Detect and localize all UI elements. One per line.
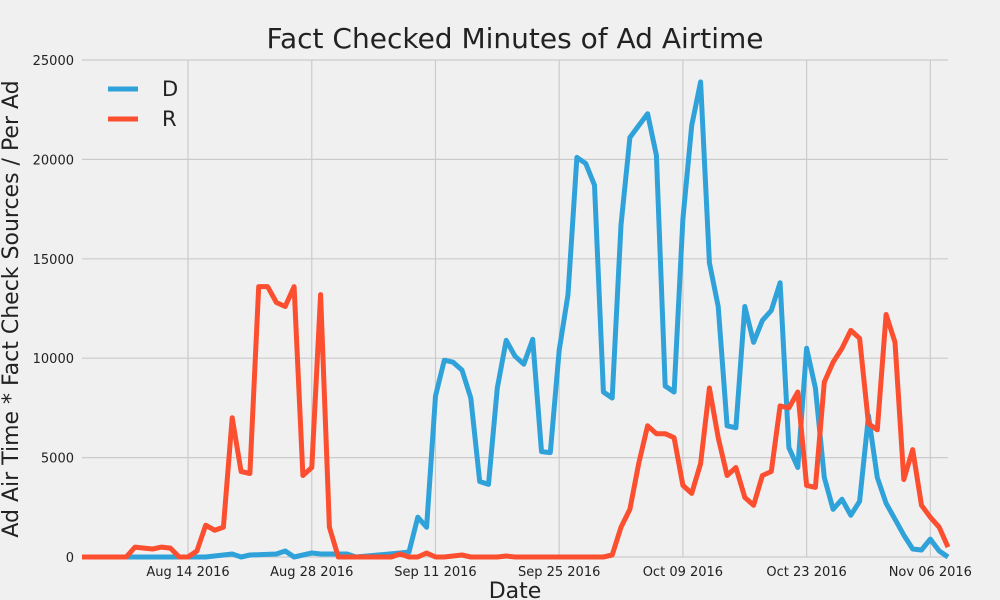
series-line-r [82,284,951,560]
x-tick-label: Oct 09 2016 [643,565,723,580]
x-tick-label: Oct 23 2016 [766,565,846,580]
y-axis-label: Ad Air Time * Fact Check Sources / Per A… [0,80,24,537]
series-layer [82,79,951,560]
x-tick-label: Sep 25 2016 [518,565,600,580]
x-tick-label: Sep 11 2016 [394,565,476,580]
legend-label-d: D [162,77,178,101]
y-tick-label: 15000 [33,253,74,268]
x-tick-label: Aug 14 2016 [146,565,229,580]
x-tick-label: Aug 28 2016 [270,565,353,580]
legend: D R [108,77,178,131]
y-tick-label: 20000 [33,153,74,168]
x-axis-label: Date [489,579,542,600]
y-tick-labels: 0 5000 10000 15000 20000 25000 [33,54,74,566]
x-tick-labels: Aug 14 2016 Aug 28 2016 Sep 11 2016 Sep 25 … [146,565,972,580]
y-tick-label: 5000 [41,452,74,467]
y-tick-label: 0 [66,551,74,566]
x-tick-label: Nov 06 2016 [889,565,972,580]
y-tick-label: 10000 [33,352,74,367]
legend-label-r: R [162,107,177,131]
y-tick-label: 25000 [33,54,74,69]
chart-title: Fact Checked Minutes of Ad Airtime [266,22,763,55]
